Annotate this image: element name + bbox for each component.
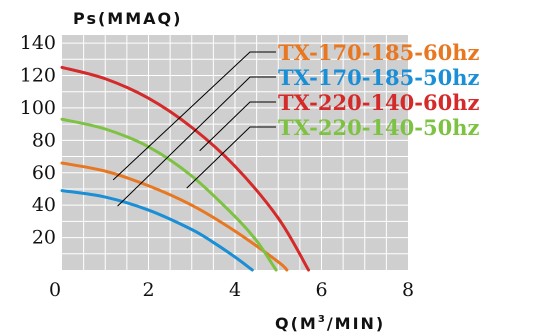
y-axis-title: Ps(MMAQ) xyxy=(73,9,182,28)
x-axis-title: Q(M3/MIN) xyxy=(275,314,385,333)
legend-leader-line xyxy=(112,51,276,181)
curve-tx-170-185-50hz xyxy=(60,189,254,272)
y-tick-label: 40 xyxy=(32,194,56,216)
x-tick-label: 8 xyxy=(402,279,414,301)
y-tick-label: 80 xyxy=(32,129,56,151)
legend-entry: TX-170-185-60hz xyxy=(278,40,479,65)
legend-leader-lines xyxy=(112,51,276,207)
x-tick-labels: 0 2 4 6 8 xyxy=(49,279,414,301)
y-tick-label: 60 xyxy=(32,162,56,184)
x-tick-label: 2 xyxy=(142,279,154,301)
curve-tx-170-185-60hz xyxy=(60,161,289,272)
y-tick-label: 20 xyxy=(32,227,56,249)
legend-leader-line xyxy=(199,101,276,152)
legend-entry: TX-220-140-50hz xyxy=(278,115,479,140)
legend-leader-line xyxy=(117,76,276,207)
grid-lines xyxy=(62,35,408,270)
x-tick-label: 0 xyxy=(49,279,61,301)
y-tick-labels: 20 40 60 80 100 120 140 xyxy=(20,32,56,248)
curve-tx-220-140-60hz xyxy=(60,65,311,272)
legend-entry: TX-220-140-60hz xyxy=(278,90,479,115)
legend-entry: TX-170-185-50hz xyxy=(278,65,479,90)
y-tick-label: 120 xyxy=(20,65,56,87)
curves xyxy=(60,65,311,272)
legend-leader-line xyxy=(186,126,276,189)
x-tick-label: 6 xyxy=(315,279,327,301)
x-tick-label: 4 xyxy=(229,279,241,301)
y-tick-label: 100 xyxy=(20,97,56,119)
curve-tx-220-140-50hz xyxy=(60,117,278,272)
legend: TX-170-185-60hzTX-170-185-50hzTX-220-140… xyxy=(278,40,479,140)
y-tick-label: 140 xyxy=(20,32,56,54)
